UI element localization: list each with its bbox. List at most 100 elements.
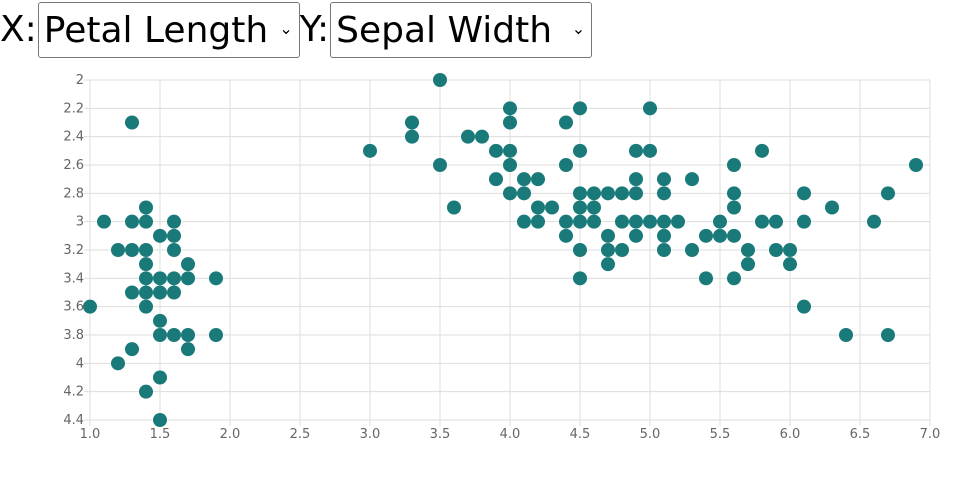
chevron-down-icon: ⌄ <box>279 19 293 38</box>
data-point <box>769 243 783 257</box>
data-point <box>601 243 615 257</box>
data-point <box>181 328 195 342</box>
data-point <box>783 243 797 257</box>
x-tick-label: 4.5 <box>570 427 591 442</box>
data-point <box>559 158 573 172</box>
x-tick-label: 1.0 <box>80 427 101 442</box>
data-point <box>629 186 643 201</box>
data-point <box>643 214 657 229</box>
data-point <box>573 186 587 201</box>
data-point <box>531 200 545 215</box>
data-point <box>727 200 741 215</box>
data-point <box>125 115 139 130</box>
x-tick-label: 5.5 <box>710 427 731 442</box>
data-point <box>587 214 601 229</box>
data-point <box>139 384 153 399</box>
data-point <box>573 271 587 286</box>
y-axis-select[interactable]: Sepal Width ⌄ <box>330 2 593 58</box>
data-point <box>559 228 573 243</box>
data-point <box>139 257 153 272</box>
data-point <box>573 101 587 116</box>
data-point <box>713 214 727 229</box>
data-point <box>167 214 181 229</box>
y-tick-label: 3.6 <box>63 300 84 315</box>
scatter-chart: 1.0 1.5 2.0 2.5 3.0 3.5 4.0 4.5 5.0 5.5 6.0 6.5 7.0 2… <box>63 73 940 442</box>
y-axis-label: Y: <box>299 9 330 50</box>
data-point <box>153 271 167 286</box>
data-point <box>517 186 531 201</box>
data-point <box>685 243 699 257</box>
y-tick-label: 4.2 <box>63 385 84 400</box>
data-point <box>615 243 629 257</box>
data-point <box>559 214 573 229</box>
data-point <box>587 200 601 215</box>
data-point <box>559 115 573 130</box>
x-tick-label: 4.0 <box>500 427 521 442</box>
data-point <box>783 257 797 272</box>
data-point <box>573 143 587 158</box>
data-point <box>587 186 601 201</box>
y-tick-label: 4 <box>76 356 84 371</box>
data-point <box>601 257 615 272</box>
data-point <box>615 214 629 229</box>
data-point <box>755 143 769 158</box>
x-tick-label: 2.5 <box>290 427 311 442</box>
data-point <box>181 271 195 286</box>
data-point <box>657 186 671 201</box>
data-point <box>461 129 475 144</box>
data-point <box>629 172 643 187</box>
data-point <box>741 243 755 257</box>
data-point <box>657 228 671 243</box>
data-point <box>209 271 223 286</box>
data-point <box>433 158 447 172</box>
data-point <box>657 214 671 229</box>
data-point <box>727 186 741 201</box>
data-point <box>125 342 139 357</box>
y-tick-label: 2.2 <box>63 101 84 116</box>
data-point <box>671 214 685 229</box>
axis-controls: X: Petal Length ⌄ Y: Sepal Width ⌄ <box>0 0 593 60</box>
data-point <box>797 299 811 314</box>
data-point <box>181 342 195 357</box>
data-point <box>531 172 545 187</box>
data-point <box>601 228 615 243</box>
x-tick-label: 3.5 <box>430 427 451 442</box>
data-point <box>111 243 125 257</box>
data-point <box>153 328 167 342</box>
data-point <box>433 73 447 87</box>
data-point <box>405 115 419 130</box>
data-point <box>629 228 643 243</box>
x-axis-select[interactable]: Petal Length ⌄ <box>37 2 300 58</box>
data-point <box>699 271 713 286</box>
data-point <box>111 356 125 371</box>
x-tick-label: 6.5 <box>850 427 871 442</box>
data-point <box>153 228 167 243</box>
y-tick-label: 4.4 <box>63 413 84 428</box>
data-point <box>167 243 181 257</box>
data-point <box>363 143 377 158</box>
data-point <box>727 228 741 243</box>
y-tick-label: 2.4 <box>63 130 84 145</box>
data-point <box>139 271 153 286</box>
data-point <box>503 186 517 201</box>
data-point <box>153 313 167 328</box>
chevron-down-icon: ⌄ <box>571 19 586 38</box>
data-point <box>517 172 531 187</box>
y-tick-label: 3.8 <box>63 328 84 343</box>
data-point <box>489 172 503 187</box>
data-point <box>573 243 587 257</box>
data-point <box>755 214 769 229</box>
data-point <box>517 214 531 229</box>
data-point <box>153 370 167 385</box>
x-axis-selected-value: Petal Length <box>43 9 269 51</box>
data-point <box>489 143 503 158</box>
x-tick-label: 5.0 <box>640 427 661 442</box>
data-point <box>503 101 517 116</box>
data-point <box>643 143 657 158</box>
data-point <box>685 172 699 187</box>
data-point <box>167 228 181 243</box>
x-axis-label: X: <box>0 9 37 50</box>
data-point <box>475 129 489 144</box>
data-point <box>139 299 153 314</box>
data-point <box>797 214 811 229</box>
